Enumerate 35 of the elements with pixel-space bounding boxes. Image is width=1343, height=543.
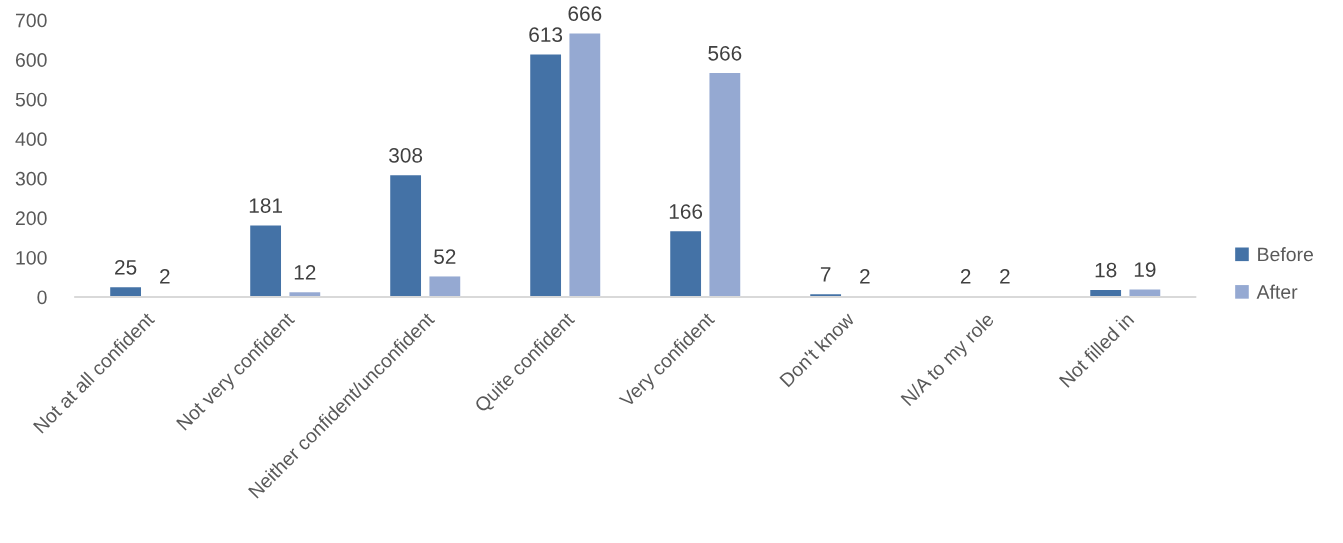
bar [569,33,601,298]
data-label: 566 [708,45,742,61]
data-label: 308 [389,147,423,163]
data-label: 666 [568,6,602,22]
data-label: 613 [529,27,563,43]
bar [250,225,282,298]
data-label: 166 [669,204,703,219]
y-tick-label: 500 [15,92,47,107]
y-tick-label: 0 [37,290,47,305]
data-label: 181 [249,198,282,213]
y-tick-label: 700 [15,13,47,28]
x-tick-label: N/A to my role [900,311,998,409]
y-tick-label: 400 [15,132,47,147]
y-tick-label: 300 [15,171,47,186]
data-label: 2 [860,269,870,284]
bar [709,73,741,298]
data-label: 18 [1095,262,1117,278]
data-label: 2 [160,269,170,284]
bar [110,287,142,298]
data-label: 12 [294,265,316,280]
data-label: 2 [960,269,971,284]
data-label: 19 [1134,262,1156,278]
bar [530,54,562,298]
data-label: 2 [1000,269,1010,284]
y-tick-label: 200 [15,211,47,226]
bar [390,175,422,298]
legend-label: Before [1258,247,1313,262]
y-tick-label: 600 [15,53,47,67]
data-label: 52 [434,249,456,264]
data-label: 25 [115,259,137,275]
legend-label: After [1256,284,1298,299]
bar [670,231,702,298]
data-label: 7 [820,267,831,282]
bar [429,276,461,298]
y-tick-label: 100 [16,250,47,265]
